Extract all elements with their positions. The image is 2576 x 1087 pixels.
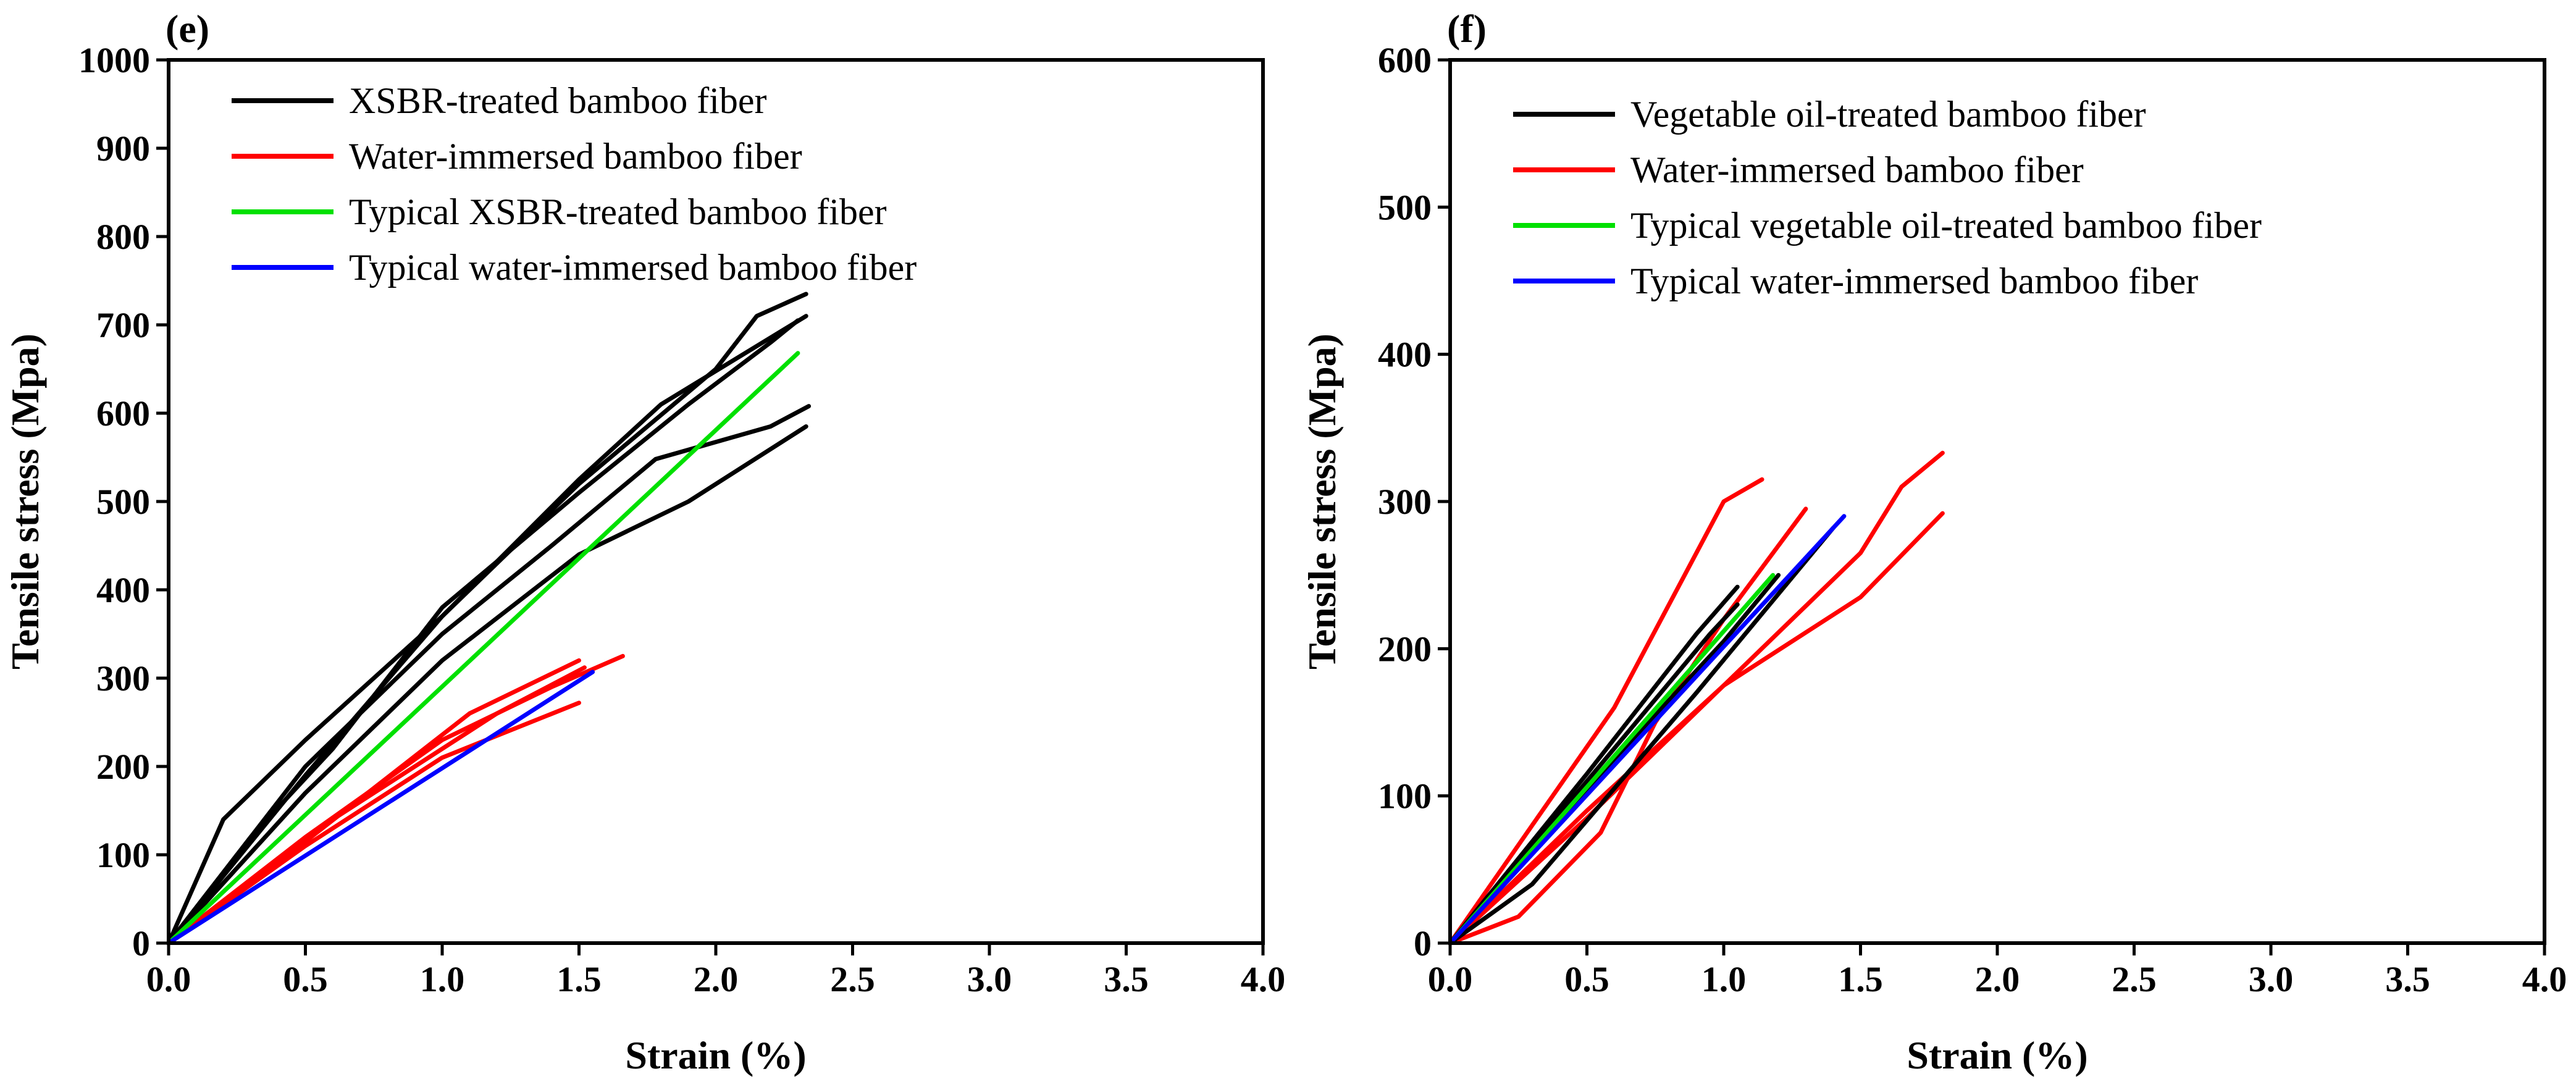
panel-label: (e) xyxy=(166,7,209,51)
x-tick-label: 2.5 xyxy=(2112,959,2157,999)
x-axis-title: Strain (%) xyxy=(625,1033,806,1077)
legend: XSBR-treated bamboo fiber Water-immersed … xyxy=(232,80,917,288)
x-axis-title: Strain (%) xyxy=(1907,1033,2087,1077)
series-line-3 xyxy=(166,314,808,946)
y-tick-label: 0 xyxy=(1414,923,1432,963)
series-line-9 xyxy=(1448,514,1847,946)
x-tick-label: 0.5 xyxy=(283,959,328,999)
series-line-8 xyxy=(166,665,587,946)
legend: Vegetable oil-treated bamboo fiber Water-… xyxy=(1513,94,2262,301)
legend-label: Water-immersed bamboo fiber xyxy=(349,136,802,177)
x-tick-label: 3.5 xyxy=(2385,959,2430,999)
series-line-7 xyxy=(1448,526,1836,946)
x-tick-label: 1.0 xyxy=(1701,959,1747,999)
series-line-4 xyxy=(166,424,808,946)
y-tick-label: 400 xyxy=(1378,335,1432,375)
y-tick-label: 700 xyxy=(96,305,150,345)
y-axis-title: Tensile stress (Mpa) xyxy=(3,334,47,669)
series-line-2 xyxy=(1448,511,1945,946)
series-line-10 xyxy=(166,669,595,946)
x-tick-label: 1.5 xyxy=(1838,959,1883,999)
chart-panel-e: 0.0 0.5 1.0 1.5 2.0 2.5 3.0 3.5 4.0 0 100 200 300 400… xyxy=(3,7,1285,1077)
y-tick-label: 500 xyxy=(1378,187,1432,227)
y-tick-label: 0 xyxy=(132,923,150,963)
x-tick-label: 0.5 xyxy=(1564,959,1609,999)
x-tick-label: 2.5 xyxy=(830,959,875,999)
legend-label: Typical XSBR-treated bamboo fiber xyxy=(349,191,887,232)
y-tick-label: 100 xyxy=(1378,776,1432,816)
panel-label: (f) xyxy=(1447,7,1487,51)
y-tick-label: 200 xyxy=(1378,629,1432,669)
x-tick-label: 2.0 xyxy=(1975,959,2020,999)
y-tick-label: 600 xyxy=(96,393,150,434)
y-tick-label: 100 xyxy=(96,835,150,875)
series-line-0 xyxy=(166,292,808,946)
x-tick-label: 3.0 xyxy=(967,959,1012,999)
y-tick-label: 400 xyxy=(96,570,150,610)
y-tick-label: 1000 xyxy=(78,40,150,80)
series-line-2 xyxy=(166,404,812,946)
x-tick-label: 2.0 xyxy=(694,959,739,999)
y-tick-label: 600 xyxy=(1378,40,1432,80)
y-axis-title: Tensile stress (Mpa) xyxy=(1300,334,1344,669)
x-tick-label: 1.5 xyxy=(556,959,602,999)
legend-label: Typical water-immersed bamboo fiber xyxy=(1630,261,2198,301)
x-tick-label: 3.5 xyxy=(1104,959,1149,999)
y-tick-label: 800 xyxy=(96,217,150,257)
series-line-5 xyxy=(166,700,581,946)
legend-label: Typical vegetable oil-treated bamboo fib… xyxy=(1630,205,2262,246)
legend-label: Water-immersed bamboo fiber xyxy=(1630,149,2084,190)
x-tick-label: 3.0 xyxy=(2249,959,2294,999)
series-line-3 xyxy=(1448,450,1945,946)
legend-label: Typical water-immersed bamboo fiber xyxy=(349,247,917,288)
legend-label: Vegetable oil-treated bamboo fiber xyxy=(1630,94,2146,135)
x-tick-label: 0.0 xyxy=(1428,959,1473,999)
x-tick-label: 0.0 xyxy=(146,959,191,999)
x-tick-label: 1.0 xyxy=(420,959,465,999)
x-tick-label: 4.0 xyxy=(1241,959,1286,999)
series-line-1 xyxy=(166,318,800,946)
plot-frame xyxy=(1448,58,2546,945)
series-line-9 xyxy=(166,351,800,946)
chart-panel-f: 0.0 0.5 1.0 1.5 2.0 2.5 3.0 3.5 4.0 0 100 200 300 400… xyxy=(1300,7,2567,1077)
series-line-4 xyxy=(1448,584,1740,946)
y-tick-label: 900 xyxy=(96,128,150,169)
y-tick-label: 200 xyxy=(96,747,150,787)
y-tick-label: 300 xyxy=(96,658,150,699)
legend-label: XSBR-treated bamboo fiber xyxy=(349,80,767,121)
y-tick-label: 500 xyxy=(96,482,150,522)
x-tick-label: 4.0 xyxy=(2522,959,2567,999)
y-tick-label: 300 xyxy=(1378,482,1432,522)
series-line-0 xyxy=(1448,477,1764,946)
